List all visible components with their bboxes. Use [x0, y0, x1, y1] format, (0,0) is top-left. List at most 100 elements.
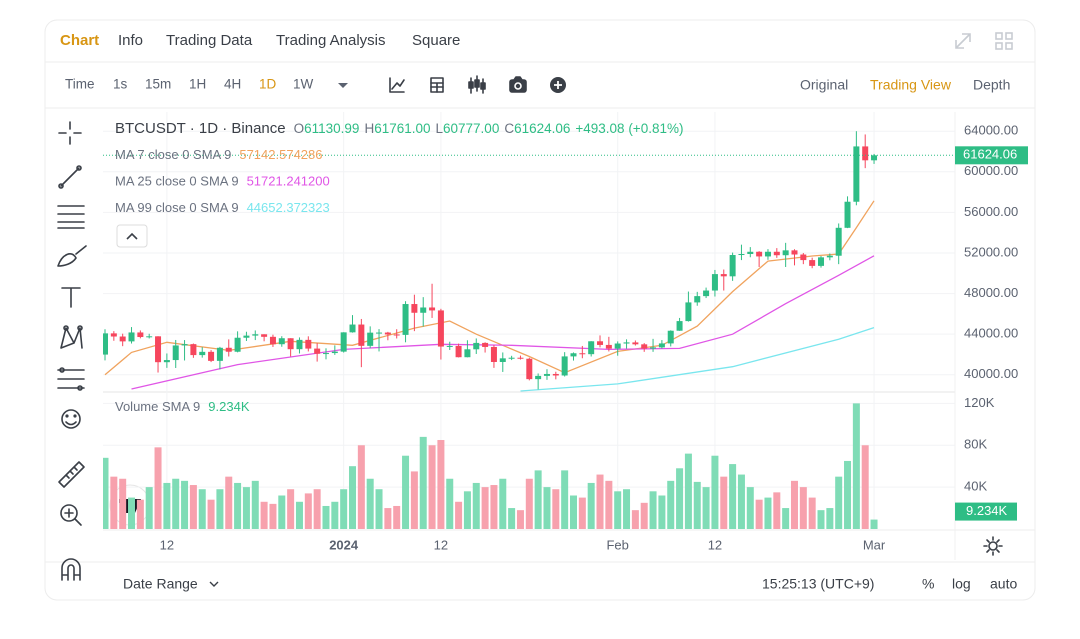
volume-bar: [729, 464, 737, 529]
expand-icon[interactable]: [955, 33, 971, 49]
candle-body: [597, 341, 604, 345]
candle-body: [155, 336, 162, 363]
ma-name: MA 25 close 0 SMA 9: [115, 174, 239, 189]
text-tool[interactable]: [61, 287, 81, 308]
clock: 15:25:13 (UTC+9): [762, 576, 874, 592]
y-tick-label: 40000.00: [964, 366, 1018, 381]
ohlc-key: H: [364, 121, 374, 136]
collapse-legend[interactable]: [116, 224, 148, 248]
hline-tool[interactable]: [57, 205, 85, 229]
brush-tool[interactable]: [57, 245, 87, 267]
interval[interactable]: 1W: [293, 77, 314, 92]
tab[interactable]: Info: [118, 32, 143, 49]
snapshot-icon[interactable]: [509, 76, 527, 93]
candle-body: [499, 358, 506, 362]
fib-tool[interactable]: [57, 367, 85, 391]
candle-body: [632, 342, 639, 345]
x-tick-label: Feb: [606, 537, 628, 552]
candle-body: [579, 353, 586, 355]
interval[interactable]: 1s: [113, 77, 128, 92]
x-tick-label: 12: [160, 537, 174, 552]
candle-body: [543, 373, 550, 376]
view-option[interactable]: Depth: [973, 77, 1010, 93]
candle-body: [349, 324, 356, 333]
candle-body: [305, 339, 312, 349]
interval[interactable]: 1H: [189, 77, 206, 92]
y-tick-label: 56000.00: [964, 204, 1018, 219]
volume-bar: [393, 505, 401, 529]
magnet-tool[interactable]: [61, 558, 81, 581]
volume-bar: [861, 445, 869, 529]
volume-value: 9.234K: [208, 399, 250, 414]
interval[interactable]: 1D: [259, 77, 277, 92]
add-icon[interactable]: [550, 77, 566, 93]
indicator-icon[interactable]: [389, 77, 405, 93]
volume-bar: [773, 492, 781, 529]
volume-bar: [746, 487, 754, 529]
view-option[interactable]: Trading View: [870, 77, 952, 93]
volume-bar: [569, 495, 577, 529]
line-tool[interactable]: [58, 165, 82, 189]
interval[interactable]: 4H: [224, 77, 241, 92]
interval-dropdown[interactable]: [338, 83, 348, 88]
pattern-tool[interactable]: [60, 325, 83, 349]
candle-body: [773, 251, 780, 256]
emoji-tool[interactable]: [61, 409, 81, 429]
candle-body: [614, 343, 621, 349]
volume-bar: [128, 497, 136, 529]
tab[interactable]: Square: [412, 32, 460, 49]
x-tick-label: Mar: [863, 537, 886, 552]
crosshair-tool[interactable]: [58, 121, 82, 145]
tab[interactable]: Chart: [60, 32, 99, 49]
interval[interactable]: 15m: [145, 77, 171, 92]
volume-bar: [711, 455, 719, 529]
scale-option[interactable]: auto: [990, 576, 1017, 592]
tab[interactable]: Trading Analysis: [276, 32, 386, 49]
layout-icon[interactable]: [995, 32, 1013, 50]
volume-bar: [103, 457, 109, 529]
date-range[interactable]: Date Range: [123, 576, 198, 592]
candle-body: [809, 260, 816, 266]
scale-option[interactable]: %: [922, 576, 934, 592]
zoom-tool[interactable]: [60, 504, 82, 526]
template-icon[interactable]: [430, 77, 444, 93]
candle-body: [490, 346, 497, 362]
volume-bar: [852, 403, 860, 529]
volume-bar: [207, 499, 215, 529]
candle-body: [685, 302, 692, 322]
volume-bar: [181, 480, 189, 529]
view-option[interactable]: Original: [800, 77, 848, 93]
scale-option[interactable]: log: [952, 576, 971, 592]
ruler-tool[interactable]: [58, 461, 85, 488]
volume-bar: [516, 510, 524, 529]
ohlc-key: C: [504, 121, 514, 136]
candle-type-icon[interactable]: [468, 75, 486, 94]
tab[interactable]: Trading Data: [166, 32, 253, 49]
volume-bar: [499, 478, 507, 529]
candle-body: [420, 307, 427, 313]
volume-bar: [278, 495, 286, 529]
volume-bar: [260, 501, 268, 529]
volume-bar: [605, 480, 613, 529]
volume-bar: [561, 470, 569, 529]
candle-body: [853, 146, 860, 202]
ohlc-value: 61761.00: [374, 121, 430, 136]
volume-bar: [587, 482, 595, 529]
volume-bar: [658, 495, 666, 529]
ohlc-value: 61624.06: [514, 121, 570, 136]
volume-bar: [340, 489, 348, 529]
volume-bar: [631, 510, 639, 529]
volume-bar: [552, 489, 560, 529]
volume-bar: [667, 480, 675, 529]
ma-legend: MA 99 close 0 SMA 9 44652.372323: [115, 200, 330, 215]
candle-body: [818, 257, 825, 266]
volume-bar: [614, 491, 622, 529]
ma-name: MA 7 close 0 SMA 9: [115, 147, 231, 162]
volume-tick-label: 40K: [964, 479, 987, 494]
candle-body: [508, 357, 515, 359]
volume-bar: [799, 487, 807, 529]
candle-body: [650, 347, 657, 349]
date-range-chevron[interactable]: [209, 581, 219, 587]
settings-icon[interactable]: [983, 536, 1003, 556]
candle-body: [252, 334, 259, 336]
